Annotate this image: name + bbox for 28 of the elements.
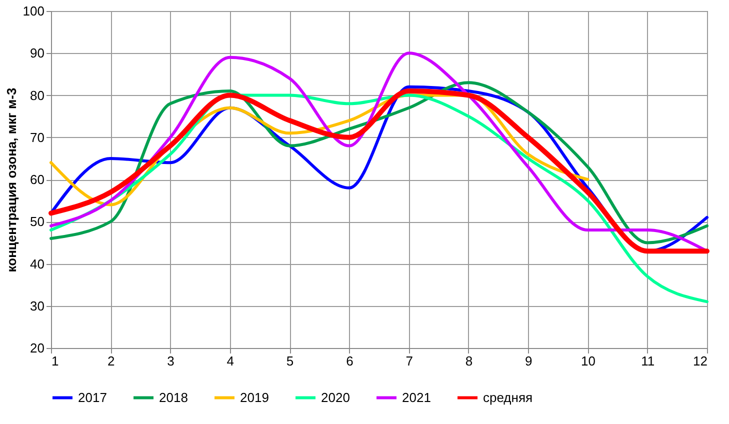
- y-tick-label: 50: [30, 214, 44, 230]
- x-tick-label: 7: [406, 354, 413, 368]
- x-tick-label: 6: [346, 354, 354, 368]
- y-axis-title: концентрация озона, мкг м-3: [4, 88, 19, 272]
- y-tick-label: 60: [30, 172, 44, 187]
- x-tick-label: 8: [465, 354, 473, 368]
- y-tick-label: 100: [22, 4, 44, 18]
- x-tick-label: 2: [108, 354, 115, 368]
- x-tick-label: 1: [52, 354, 59, 368]
- x-tick-label: 4: [226, 354, 234, 368]
- y-tick-label: 70: [30, 130, 44, 145]
- y-tick-label: 30: [30, 298, 44, 314]
- x-tick-label: 11: [641, 354, 655, 368]
- y-tick-label: 80: [30, 88, 44, 103]
- legend-label: 2017: [78, 390, 107, 405]
- legend-label: 2018: [159, 390, 188, 405]
- y-tick-label: 90: [30, 46, 44, 61]
- legend-label: средняя: [483, 390, 533, 405]
- legend-label: 2020: [321, 390, 350, 405]
- y-tick-label: 40: [30, 256, 44, 272]
- x-tick-label: 10: [580, 354, 596, 368]
- x-tick-label: 12: [693, 354, 708, 368]
- x-tick-label: 3: [167, 354, 174, 368]
- y-tick-label: 20: [30, 340, 44, 356]
- legend-label: 2019: [240, 390, 269, 405]
- x-tick-label: 9: [524, 354, 532, 368]
- legend-label: 2021: [402, 390, 431, 405]
- x-tick-label: 5: [286, 354, 294, 368]
